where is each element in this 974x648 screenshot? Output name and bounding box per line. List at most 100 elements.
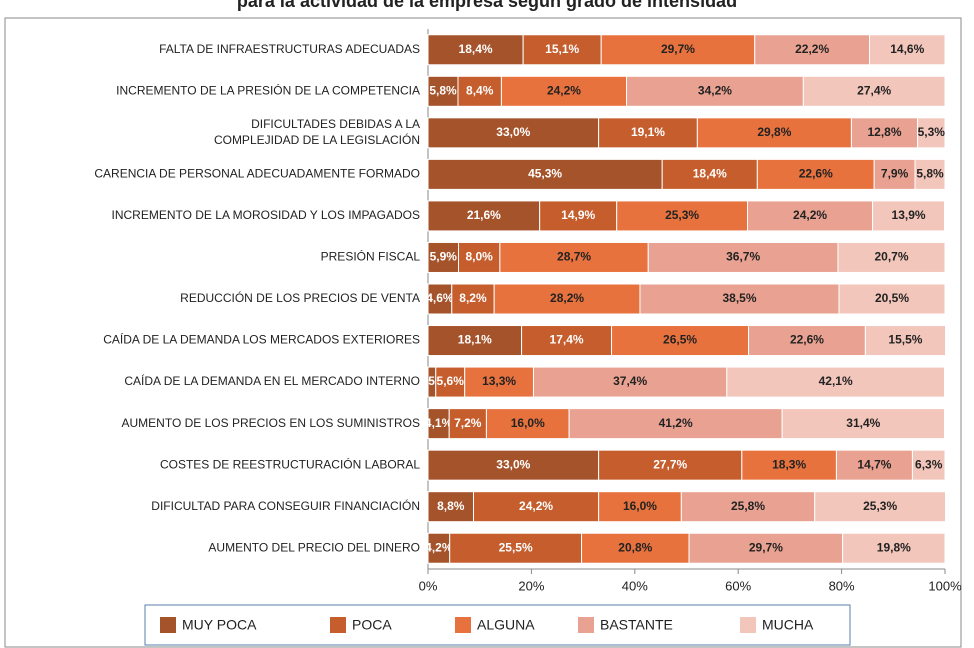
data-label: 16,0% — [623, 499, 657, 513]
data-label: 24,2% — [519, 499, 553, 513]
bar-segment — [911, 449, 946, 481]
data-label: 19,8% — [877, 540, 911, 554]
data-label: 29,8% — [757, 125, 791, 139]
data-label: 15,1% — [545, 42, 579, 56]
bar-segment — [802, 75, 946, 107]
data-label: 25,3% — [863, 499, 897, 513]
bar-segment — [842, 532, 946, 564]
bar-segment — [464, 366, 534, 398]
bar-segment — [754, 34, 871, 66]
data-label: 18,1% — [458, 333, 492, 347]
data-label: 38,5% — [722, 291, 756, 305]
legend-label: BASTANTE — [600, 617, 673, 633]
data-label: 4,1% — [425, 416, 453, 430]
legend-swatch — [160, 617, 176, 633]
data-label: 37,4% — [613, 374, 647, 388]
data-label: 21,6% — [467, 208, 501, 222]
bar-segment — [696, 117, 852, 149]
data-label: 25,8% — [731, 499, 765, 513]
y-tick-label: PRESIÓN FISCAL — [321, 249, 421, 264]
data-label: 29,7% — [661, 42, 695, 56]
data-label: 18,4% — [693, 167, 727, 181]
data-label: 8,2% — [459, 291, 487, 305]
bar-segment — [688, 532, 844, 564]
x-tick-label: 80% — [829, 578, 855, 593]
bar-segment — [835, 449, 913, 481]
x-tick-label: 20% — [518, 578, 544, 593]
bar-segment — [869, 34, 946, 66]
y-tick-label: AUMENTO DEL PRECIO DEL DINERO — [208, 540, 420, 554]
data-label: 14,6% — [890, 42, 924, 56]
bar-segment — [472, 491, 600, 523]
x-tick-label: 100% — [928, 578, 962, 593]
data-label: 7,9% — [881, 167, 909, 181]
legend-swatch — [330, 617, 346, 633]
bar-segment — [741, 449, 837, 481]
bar-segment — [647, 241, 839, 273]
legend-label: MUCHA — [762, 617, 814, 633]
data-label: 28,2% — [550, 291, 584, 305]
data-label: 8,8% — [437, 499, 465, 513]
bar-segment — [521, 325, 613, 357]
bar-segment — [680, 491, 816, 523]
bar-segment — [458, 241, 501, 273]
bar-segment — [435, 366, 466, 398]
bar-segment — [427, 491, 474, 523]
data-label: 20,8% — [618, 540, 652, 554]
data-label: 5,8% — [916, 167, 944, 181]
data-label: 24,2% — [793, 208, 827, 222]
data-label: 22,6% — [790, 333, 824, 347]
legend-frame — [144, 604, 851, 646]
legend-swatch — [740, 617, 756, 633]
data-label: 25,3% — [665, 208, 699, 222]
legend-swatch — [578, 617, 594, 633]
bar-segment — [598, 117, 698, 149]
y-tick-label: DIFICULTAD PARA CONSEGUIR FINANCIACIÓN — [151, 498, 420, 513]
data-label: 7,2% — [454, 416, 482, 430]
data-label: 15,5% — [888, 333, 922, 347]
bar-segment — [917, 117, 946, 149]
data-label: 29,7% — [749, 540, 783, 554]
y-tick-label: FALTA DE INFRAESTRUCTURAS ADECUADAS — [159, 42, 420, 56]
data-label: 20,7% — [874, 250, 908, 264]
legend-label: POCA — [352, 617, 392, 633]
y-tick-label: CAÍDA DE LA DEMANDA EN EL MERCADO INTERN… — [124, 373, 420, 388]
bar-segment — [838, 283, 946, 315]
data-label: 8,0% — [466, 250, 494, 264]
bar-segment — [427, 200, 541, 232]
data-label: 4,2% — [425, 540, 453, 554]
x-tick-label: 60% — [725, 578, 751, 593]
bar-segment — [448, 408, 487, 440]
legend-label: ALGUNA — [477, 617, 535, 633]
data-label: 17,4% — [550, 333, 584, 347]
bar-segment — [914, 158, 946, 190]
data-label: 18,3% — [772, 457, 806, 471]
data-label: 5,9% — [430, 250, 458, 264]
bar-segment — [864, 325, 947, 357]
data-label: 20,5% — [875, 291, 909, 305]
bar-segment — [873, 158, 916, 190]
data-label: 13,3% — [482, 374, 516, 388]
bar-segment — [539, 200, 618, 232]
data-label: 41,2% — [659, 416, 693, 430]
data-label: 22,6% — [799, 167, 833, 181]
y-tick-label: CARENCIA DE PERSONAL ADECUADAMENTE FORMA… — [94, 167, 420, 181]
bar-segment — [850, 117, 919, 149]
data-label: 33,0% — [496, 125, 530, 139]
bar-segment — [493, 283, 641, 315]
data-label: 16,0% — [511, 416, 545, 430]
bar-segment — [872, 200, 945, 232]
bar-segment — [661, 158, 758, 190]
bar-segment — [427, 241, 460, 273]
data-label: 24,2% — [547, 83, 581, 97]
y-tick-label: CAÍDA DE LA DEMANDA LOS MERCADOS EXTERIO… — [103, 332, 420, 347]
x-tick-label: 0% — [419, 578, 438, 593]
bar-segment — [427, 325, 523, 357]
bar-segment — [616, 200, 749, 232]
data-label: 31,4% — [846, 416, 880, 430]
bar-segment — [756, 158, 875, 190]
data-label: 33,0% — [496, 457, 530, 471]
x-tick-label: 40% — [622, 578, 648, 593]
chart-title: para la actividad de la empresa según gr… — [237, 0, 737, 11]
